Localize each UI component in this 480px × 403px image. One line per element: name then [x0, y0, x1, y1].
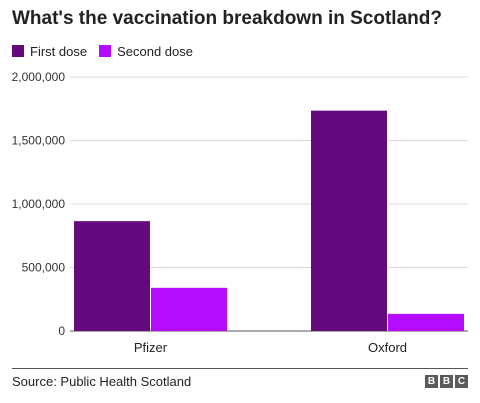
bar-pfizer-first-dose	[74, 221, 150, 331]
bar-pfizer-second-dose	[151, 287, 227, 331]
y-axis-tick-labels: 0 500,000 1,000,000 1,500,000 2,000,000	[12, 70, 66, 338]
y-tick-label: 500,000	[22, 261, 66, 275]
bbc-logo-block: C	[455, 375, 468, 388]
chart-title: What's the vaccination breakdown in Scot…	[12, 8, 442, 29]
bar-oxford-first-dose	[311, 110, 387, 331]
legend-label-second-dose: Second dose	[117, 43, 193, 59]
bbc-logo-block: B	[440, 375, 453, 388]
bars	[74, 110, 464, 331]
y-tick-label: 1,000,000	[12, 197, 66, 211]
x-tick-label: Oxford	[368, 340, 407, 355]
legend-item-second-dose: Second dose	[99, 44, 193, 59]
y-tick-label: 2,000,000	[12, 70, 66, 84]
legend-swatch-first-dose	[12, 45, 24, 57]
bar-oxford-second-dose	[388, 313, 464, 331]
legend-item-first-dose: First dose	[12, 44, 87, 59]
bbc-logo: B B C	[425, 375, 468, 388]
legend-swatch-second-dose	[99, 45, 112, 57]
y-tick-label: 0	[58, 324, 65, 338]
chart-legend: First dose Second dose	[12, 43, 205, 59]
x-axis-tick-labels: Pfizer Oxford	[134, 340, 407, 355]
footer-divider	[12, 368, 468, 369]
bbc-logo-block: B	[425, 375, 438, 388]
source-note: Source: Public Health Scotland	[12, 374, 192, 389]
x-tick-label: Pfizer	[134, 340, 168, 355]
legend-label-first-dose: First dose	[30, 43, 88, 59]
y-tick-label: 1,500,000	[12, 134, 66, 148]
